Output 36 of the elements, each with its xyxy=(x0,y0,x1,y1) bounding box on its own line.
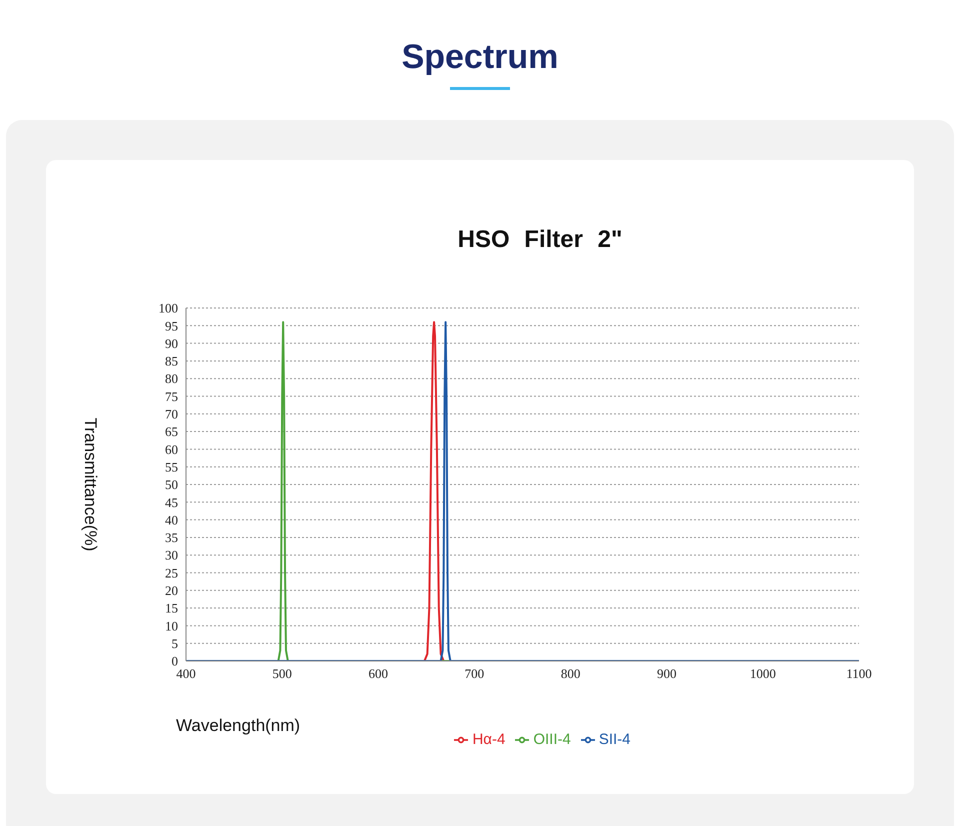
y-tick-label: 45 xyxy=(165,494,178,510)
y-tick-label: 5 xyxy=(172,636,178,651)
chart-subtitle: HSO Filter 2" xyxy=(456,226,624,254)
y-tick-label: 75 xyxy=(165,388,178,404)
y-tick-label: 65 xyxy=(165,424,178,440)
legend-label: Hα-4 xyxy=(472,731,506,748)
x-tick-label: 1100 xyxy=(846,666,872,682)
y-tick-label: 25 xyxy=(165,565,178,580)
y-tick-label: 15 xyxy=(165,600,178,616)
x-tick-label: 1000 xyxy=(750,666,776,682)
x-tick-label: 900 xyxy=(656,666,676,682)
y-tick-label: 85 xyxy=(165,354,178,369)
y-tick-label: 90 xyxy=(165,336,178,351)
y-tick-label: 20 xyxy=(165,583,178,598)
y-tick-label: 35 xyxy=(165,530,178,546)
x-tick-label: 400 xyxy=(176,666,196,682)
y-tick-label: 70 xyxy=(165,406,178,422)
y-tick-label: 10 xyxy=(165,618,178,634)
x-tick-label: 800 xyxy=(560,666,580,682)
y-tick-label: 95 xyxy=(165,318,178,334)
x-tick-label: 600 xyxy=(368,666,388,682)
y-tick-label: 100 xyxy=(158,300,178,316)
y-tick-label: 40 xyxy=(165,512,178,528)
x-tick-label: 500 xyxy=(272,666,292,682)
y-tick-label: 30 xyxy=(165,548,178,563)
y-tick-label: 60 xyxy=(165,442,178,457)
x-axis-title: Wavelength(nm) xyxy=(176,716,300,735)
y-axis-title: Transmittance(%) xyxy=(80,418,100,552)
y-tick-label: 80 xyxy=(165,371,178,386)
x-tick-label: 700 xyxy=(464,666,484,682)
legend-label: SII-4 xyxy=(598,731,631,748)
y-tick-label: 50 xyxy=(165,477,178,492)
legend-label: OIII-4 xyxy=(533,731,571,748)
y-tick-label: 0 xyxy=(172,654,178,669)
chart-title: Spectrum xyxy=(400,37,560,77)
y-tick-label: 55 xyxy=(165,459,178,474)
